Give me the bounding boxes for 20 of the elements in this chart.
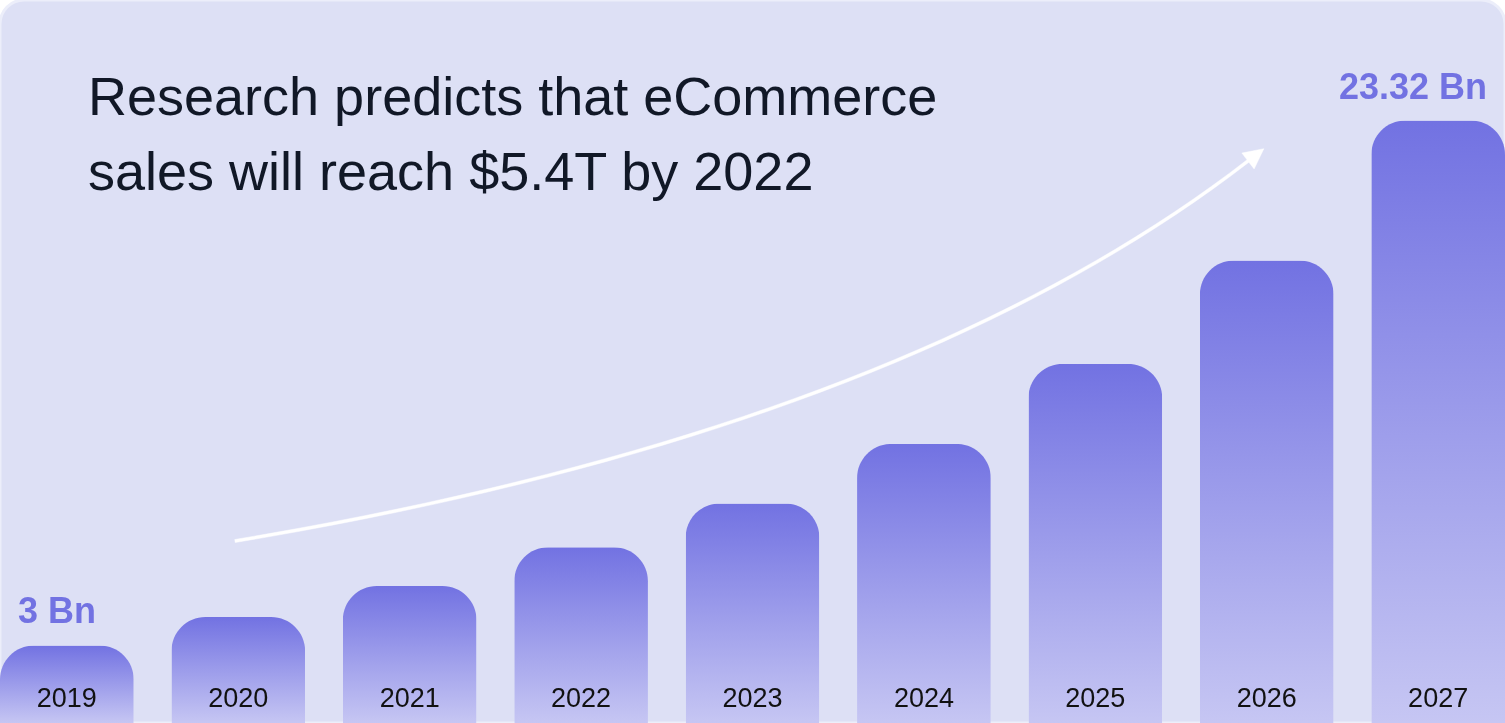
- bar: [685, 503, 820, 723]
- x-tick-label: 2026: [1236, 682, 1297, 713]
- x-tick-label: 2021: [379, 682, 440, 713]
- bar: [342, 586, 477, 723]
- x-tick-label: 2022: [551, 682, 612, 713]
- bar: [1371, 120, 1505, 723]
- data-label: 3 Bn: [18, 590, 97, 632]
- bar: [857, 443, 991, 723]
- bar: [171, 617, 306, 723]
- x-tick-label: 2020: [208, 682, 269, 713]
- bar: [1199, 260, 1334, 723]
- x-tick-label: 2019: [36, 682, 97, 713]
- bar: [1028, 363, 1163, 723]
- data-label: 23.32 Bn: [1338, 65, 1487, 107]
- bar: [514, 547, 648, 723]
- x-tick-label: 2027: [1408, 682, 1469, 713]
- x-tick-label: 2024: [893, 682, 954, 713]
- x-tick-label: 2023: [722, 682, 783, 713]
- x-tick-label: 2025: [1065, 682, 1126, 713]
- chart-title: Research predicts that eCommerce sales will reach $5.4T by 2022: [88, 66, 938, 201]
